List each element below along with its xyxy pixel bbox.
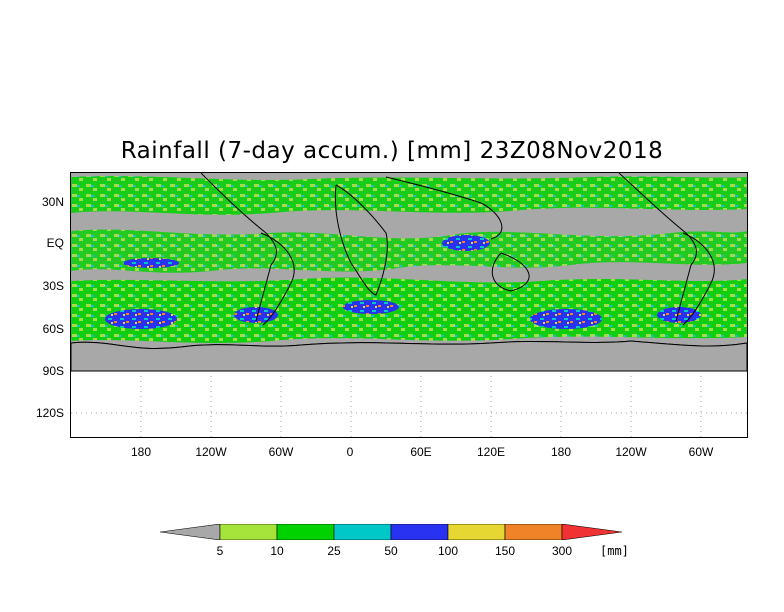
heavy-rain-cell bbox=[442, 235, 490, 251]
rain-band-itcz bbox=[71, 229, 747, 273]
lon-label-180-right: 180 bbox=[550, 445, 572, 459]
lon-label-180: 180 bbox=[130, 445, 152, 459]
lon-label-0: 0 bbox=[346, 445, 354, 459]
colorbar-high-arrow bbox=[561, 524, 623, 540]
lat-label-eq: EQ bbox=[46, 236, 64, 250]
colorbar-swatch-50-100 bbox=[390, 524, 449, 540]
lon-label-120w: 120W bbox=[195, 445, 227, 459]
heavy-rain-cell bbox=[234, 307, 278, 323]
lon-label-60e: 60E bbox=[410, 445, 432, 459]
rain-band-north bbox=[71, 176, 747, 215]
colorbar-low-arrow bbox=[160, 524, 221, 540]
heavy-rain-cell bbox=[105, 309, 177, 329]
lat-label-30n: 30N bbox=[41, 195, 64, 209]
lon-label-60w-right: 60W bbox=[688, 445, 714, 459]
lat-label-120s: 120S bbox=[35, 406, 64, 420]
colorbar-label-5: 5 bbox=[216, 544, 224, 558]
colorbar-label-300: 300 bbox=[551, 544, 573, 558]
lon-label-120w-right: 120W bbox=[615, 445, 647, 459]
heavy-rain-cell bbox=[123, 258, 179, 268]
lat-label-30s: 30S bbox=[42, 279, 64, 293]
rain-band-south bbox=[71, 277, 747, 343]
rainfall-map-svg bbox=[71, 173, 747, 437]
colorbar-swatch-150-300 bbox=[504, 524, 563, 540]
heavy-rain-cell bbox=[657, 307, 701, 323]
colorbar bbox=[160, 524, 623, 540]
colorbar-swatch-5-10 bbox=[219, 524, 278, 540]
rainfall-map bbox=[70, 172, 748, 438]
colorbar-swatch-100-150 bbox=[447, 524, 506, 540]
colorbar-unit: [mm] bbox=[600, 544, 629, 558]
lat-label-60s: 60S bbox=[42, 322, 64, 336]
colorbar-swatch-10-25 bbox=[276, 524, 335, 540]
lon-label-60w: 60W bbox=[268, 445, 294, 459]
heavy-rain-cell bbox=[530, 309, 602, 329]
heavy-rain-cell bbox=[343, 300, 399, 314]
colorbar-label-100: 100 bbox=[437, 544, 459, 558]
lon-label-120e: 120E bbox=[476, 445, 506, 459]
map-title: Rainfall (7-day accum.) [mm] 23Z08Nov201… bbox=[120, 138, 664, 164]
lat-label-90s: 90S bbox=[42, 364, 64, 378]
antarctica bbox=[71, 340, 747, 372]
colorbar-label-50: 50 bbox=[384, 544, 398, 558]
colorbar-label-10: 10 bbox=[270, 544, 284, 558]
grid-lines bbox=[71, 371, 747, 437]
colorbar-label-25: 25 bbox=[327, 544, 341, 558]
colorbar-swatch-25-50 bbox=[333, 524, 392, 540]
colorbar-label-150: 150 bbox=[494, 544, 516, 558]
